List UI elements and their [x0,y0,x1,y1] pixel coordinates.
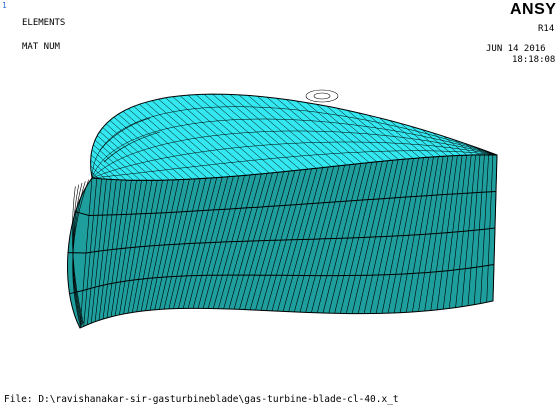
numbering-label: MAT NUM [22,42,60,52]
plot-type-label: ELEMENTS [22,18,66,28]
side-mesh-hband [69,264,495,295]
top-mesh-spanline [91,106,498,179]
top-mesh-spanline [91,118,498,179]
side-mesh-hband [67,227,496,254]
time-label: 18:18:08 [512,55,556,65]
side-face-fill [67,154,498,329]
release-label: R14 [538,24,555,34]
top-mesh-spanline [91,150,498,179]
date-label: JUN 14 2016 [486,44,546,54]
top-mesh-patch [313,92,331,100]
ansys-logo: ANSYS [510,1,556,18]
side-mesh-hband [75,191,497,217]
top-mesh-patch [99,117,161,163]
blade-top-face [90,89,498,181]
leading-edge-mesh-line [72,186,84,324]
file-path-label: File: D:\ravishanakar-sir-gasturbineblad… [4,394,399,405]
top-mesh-spanline [91,141,498,179]
top-mesh-spanline [91,130,498,179]
top-mesh-patch [305,89,339,103]
window-number: 1 [2,1,7,10]
blade-side-face [67,154,498,329]
